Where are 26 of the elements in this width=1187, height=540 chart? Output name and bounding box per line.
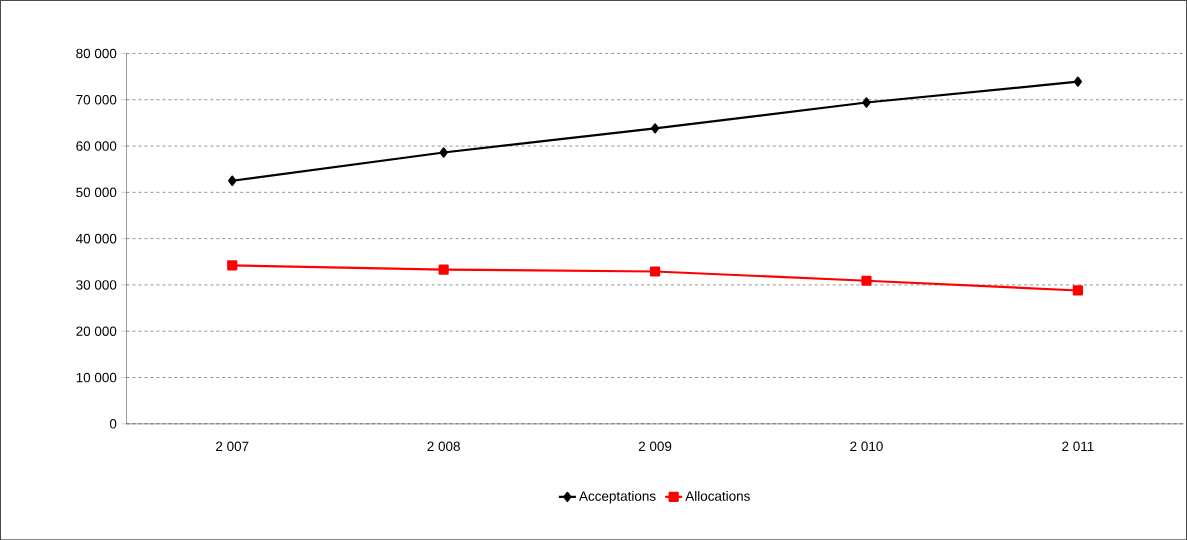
point [438,264,449,275]
y-tick-label: 80 000 [76,48,117,59]
y-tick-label: 40 000 [75,233,117,244]
y-tick-label: 0 [109,418,117,429]
y-tick-label: 50 000 [76,187,117,197]
x-tick-label: 2 008 [427,441,460,451]
point [228,175,237,186]
point [1073,76,1082,87]
point [650,123,660,134]
y-tick-label: 30 000 [76,280,117,290]
y-tick-label: 10 000 [76,372,117,383]
y-tick-label: 70 000 [76,94,117,105]
x-tick-label: 2 009 [638,441,672,451]
point [439,147,448,158]
x-tick-label: 2 007 [216,441,249,451]
x-tick-label: 2 010 [850,441,883,451]
point [227,260,238,271]
legend-label: Allocations [685,490,750,501]
point [649,266,661,277]
y-tick-label: 20 000 [76,326,117,336]
point [1072,285,1083,296]
point [861,275,872,286]
point [862,97,871,108]
x-tick-label: 2 011 [1062,441,1094,451]
legend-label: Acceptations [579,490,656,504]
y-tick-label: 60 000 [76,141,117,151]
